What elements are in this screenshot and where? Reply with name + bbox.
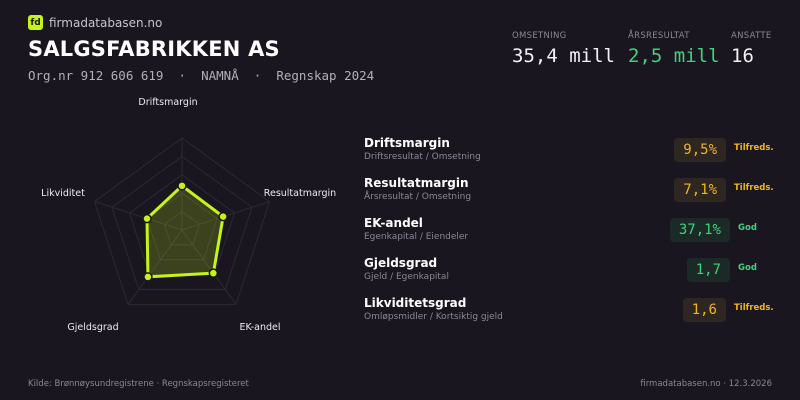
kpi-value: 16 bbox=[731, 45, 754, 67]
kpi-value: 2,5 mill bbox=[628, 45, 720, 67]
ratio-row: Gjeldsgrad Gjeld / Egenkapital 1,7 God bbox=[364, 256, 780, 296]
radar-axis-label: Gjeldsgrad bbox=[67, 322, 118, 333]
radar-spoke bbox=[127, 229, 183, 305]
ratio-row: Driftsmargin Driftsresultat / Omsetning … bbox=[364, 136, 780, 176]
logo: fd bbox=[28, 15, 43, 30]
ratio-name: Likviditetsgrad bbox=[364, 296, 467, 310]
brand-name: firmadatabasen.no bbox=[49, 15, 163, 30]
company-subtitle: Org.nr 912 606 619 · NAMNÅ · Regnskap 20… bbox=[28, 68, 375, 83]
ratio-status: Tilfreds. bbox=[734, 143, 774, 153]
kpi-bar: OMSETNING 35,4 mill ÅRSRESULTAT 2,5 mill… bbox=[512, 31, 772, 67]
kpi-label: ANSATTE bbox=[731, 31, 772, 41]
ratio-desc: Gjeld / Egenkapital bbox=[364, 272, 449, 282]
ratio-status: God bbox=[738, 223, 757, 233]
ratio-name: EK-andel bbox=[364, 216, 423, 230]
ratio-desc: Omløpsmidler / Kortsiktig gjeld bbox=[364, 312, 503, 322]
kpi-label: ÅRSRESULTAT bbox=[628, 31, 690, 41]
radar-point bbox=[218, 211, 228, 222]
radar-ring bbox=[111, 155, 253, 291]
ratio-row: Resultatmargin Årsresultat / Omsetning 7… bbox=[364, 176, 780, 216]
ratio-row: EK-andel Egenkapital / Eiendeler 37,1% G… bbox=[364, 216, 780, 256]
radar-axis-label: Driftsmargin bbox=[138, 97, 197, 108]
ratio-name: Gjeldsgrad bbox=[364, 256, 438, 270]
ratio-value-badge: 1,6 bbox=[682, 298, 726, 322]
kpi-value: 35,4 mill bbox=[512, 45, 615, 67]
radar-spoke bbox=[94, 201, 183, 231]
kpi-ansatte: ANSATTE 16 bbox=[731, 31, 772, 67]
kpi-omsetning: OMSETNING 35,4 mill bbox=[512, 31, 628, 67]
ratio-value-badge: 9,5% bbox=[674, 138, 726, 162]
ratio-status: Tilfreds. bbox=[734, 183, 774, 193]
radar-ring bbox=[93, 137, 271, 305]
radar-axis-label: Likviditet bbox=[41, 188, 85, 199]
radar-point bbox=[143, 272, 153, 282]
kpi-label: OMSETNING bbox=[512, 31, 567, 41]
radar-axis-label: EK-andel bbox=[239, 322, 280, 333]
radar-point bbox=[208, 268, 219, 278]
ratio-desc: Egenkapital / Eiendeler bbox=[364, 232, 469, 242]
radar-chart: Driftsmargin Resultatmargin EK-andel Gjelds… bbox=[41, 97, 336, 333]
ratio-list: Driftsmargin Driftsresultat / Omsetning … bbox=[364, 136, 780, 336]
ratio-status: God bbox=[738, 263, 757, 273]
radar-axis-label: Resultatmargin bbox=[264, 188, 336, 199]
radar-area bbox=[145, 184, 225, 279]
brand: fd firmadatabasen.no bbox=[28, 15, 162, 30]
ratio-desc: Driftsresultat / Omsetning bbox=[364, 152, 481, 162]
ratio-value-badge: 37,1% bbox=[669, 218, 730, 242]
ratio-status: Tilfreds. bbox=[734, 303, 774, 313]
radar-spoke bbox=[181, 229, 237, 305]
radar-point bbox=[177, 181, 187, 191]
kpi-arsresultat: ÅRSRESULTAT 2,5 mill bbox=[628, 31, 731, 67]
ratio-name: Resultatmargin bbox=[364, 176, 469, 190]
ratio-desc: Årsresultat / Omsetning bbox=[364, 192, 472, 202]
ratio-name: Driftsmargin bbox=[364, 136, 450, 150]
ratio-value-badge: 7,1% bbox=[674, 178, 726, 202]
radar-point bbox=[142, 213, 152, 224]
radar-ring bbox=[163, 210, 201, 246]
ratio-value-badge: 1,7 bbox=[686, 258, 730, 282]
footer-site-date: firmadatabasen.no · 12.3.2026 bbox=[640, 379, 772, 389]
ratio-row: Likviditetsgrad Omløpsmidler / Kortsikti… bbox=[364, 296, 780, 336]
footer-source: Kilde: Brønnøysundregistrene · Regnskaps… bbox=[28, 379, 249, 389]
company-name: SALGSFABRIKKEN AS bbox=[28, 37, 280, 61]
